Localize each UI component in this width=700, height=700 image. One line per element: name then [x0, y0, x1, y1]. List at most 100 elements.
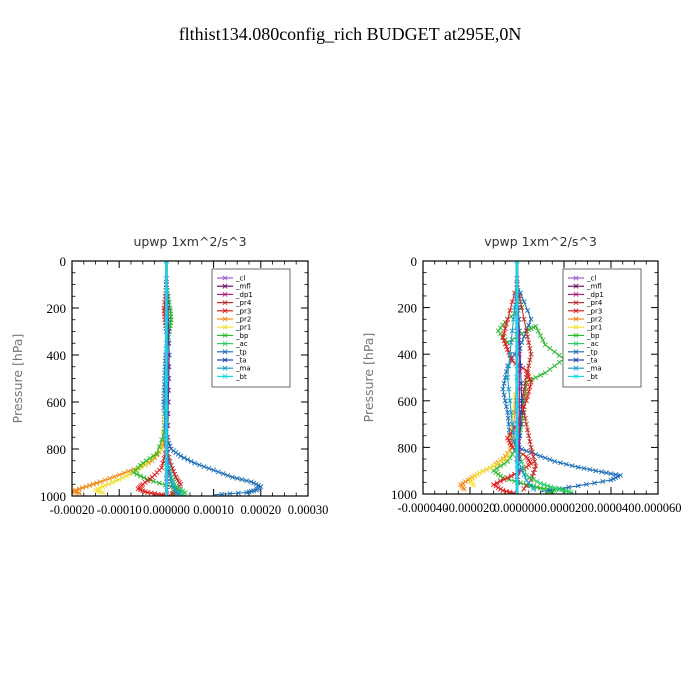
data-point: [498, 458, 504, 464]
legend-label: _pr3: [586, 307, 602, 315]
legend-item-bp: _bp: [217, 332, 249, 340]
legend-label: _ac: [586, 340, 599, 348]
y-tick-label: 1000: [40, 489, 66, 504]
legend-item-ta: _ta: [217, 357, 247, 365]
data-point: [211, 467, 217, 473]
y-tick-label: 0: [60, 254, 67, 269]
data-point: [521, 316, 527, 322]
data-point: [507, 307, 513, 314]
legend-label: _dp1: [235, 291, 253, 299]
data-point: [498, 463, 504, 469]
y-axis-label: Pressure [hPa]: [10, 334, 25, 424]
legend-marker: [573, 308, 579, 314]
legend-marker: [573, 316, 579, 322]
data-point: [503, 404, 509, 410]
data-point: [220, 471, 226, 477]
data-point: [185, 457, 191, 463]
legend-item-ac: _ac: [568, 340, 599, 348]
y-tick-label: 0: [411, 254, 418, 269]
data-point: [510, 490, 516, 494]
legend-label: _pr1: [235, 324, 251, 332]
data-point: [563, 461, 569, 467]
legend-item-pr3: _pr3: [217, 307, 251, 315]
x-tick-label: -0.000020: [444, 501, 495, 515]
legend-marker: [222, 332, 228, 338]
data-point: [490, 463, 497, 469]
data-point: [234, 475, 240, 481]
data-point: [530, 470, 536, 476]
legend-marker: [573, 365, 579, 371]
data-point: [509, 414, 515, 420]
data-point: [552, 349, 558, 355]
data-point: [522, 415, 528, 421]
data-point: [181, 455, 187, 461]
data-point: [150, 478, 156, 484]
legend-marker: [573, 341, 579, 347]
legend-marker: [222, 341, 228, 347]
data-point: [163, 464, 169, 470]
data-point: [147, 455, 153, 461]
data-point: [143, 458, 149, 464]
legend-item-bp: _bp: [568, 332, 600, 340]
legend-item-ta: _ta: [568, 357, 598, 365]
data-point: [583, 481, 589, 487]
data-point: [227, 491, 233, 496]
data-point: [100, 490, 106, 496]
data-point: [533, 374, 539, 381]
data-point: [483, 467, 489, 473]
data-point: [508, 409, 514, 415]
data-point: [76, 490, 82, 496]
x-tick-label: -0.00010: [97, 503, 142, 517]
data-point: [501, 476, 507, 482]
data-point: [215, 469, 221, 475]
data-point: [514, 345, 520, 351]
data-point: [111, 474, 117, 480]
legend-item-ac: _ac: [217, 340, 248, 348]
data-point: [603, 470, 609, 476]
data-point: [502, 398, 508, 404]
legend-item-tp: _tp: [568, 348, 598, 356]
legend-item-mfl: _mfl: [568, 283, 602, 291]
data-point: [505, 374, 511, 381]
data-point: [525, 427, 531, 433]
data-point: [137, 473, 143, 479]
x-tick-label: -0.000040: [397, 501, 448, 515]
data-point: [107, 475, 113, 481]
data-point: [569, 463, 575, 469]
legend-label: _bp: [586, 332, 600, 340]
y-tick-label: 400: [398, 347, 418, 362]
data-point: [528, 444, 534, 450]
legend-label: _cl: [586, 275, 596, 283]
data-point: [521, 486, 527, 492]
data-point: [530, 486, 536, 492]
legend-label: _dp1: [586, 291, 604, 299]
legend-marker: [222, 300, 228, 306]
data-point: [514, 374, 520, 381]
data-point: [525, 393, 531, 399]
legend-marker: [573, 357, 579, 363]
data-point: [575, 483, 581, 489]
data-point: [159, 492, 165, 496]
legend-marker: [222, 275, 228, 281]
chart-panel-1: upwp 1xm^2/s^3 Pressure [hPa] 0 200 400 600 80…: [10, 234, 328, 517]
series-pr2: [458, 281, 520, 492]
data-point: [593, 468, 599, 474]
data-point: [505, 415, 511, 421]
data-point: [163, 287, 169, 293]
data-point: [509, 421, 515, 427]
data-point: [76, 486, 82, 492]
data-point: [537, 333, 544, 339]
legend-marker: [573, 291, 579, 297]
legend-marker: [573, 283, 579, 289]
data-point: [514, 462, 520, 468]
data-point: [525, 334, 531, 340]
data-point: [97, 479, 103, 485]
panels: upwp 1xm^2/s^3 Pressure [hPa] 0 200 400 600 80…: [10, 234, 681, 517]
data-point: [514, 261, 520, 264]
legend-label: _bp: [235, 332, 249, 340]
data-point: [528, 379, 534, 385]
data-point: [522, 380, 528, 386]
data-point: [526, 388, 532, 394]
data-point: [525, 307, 531, 314]
